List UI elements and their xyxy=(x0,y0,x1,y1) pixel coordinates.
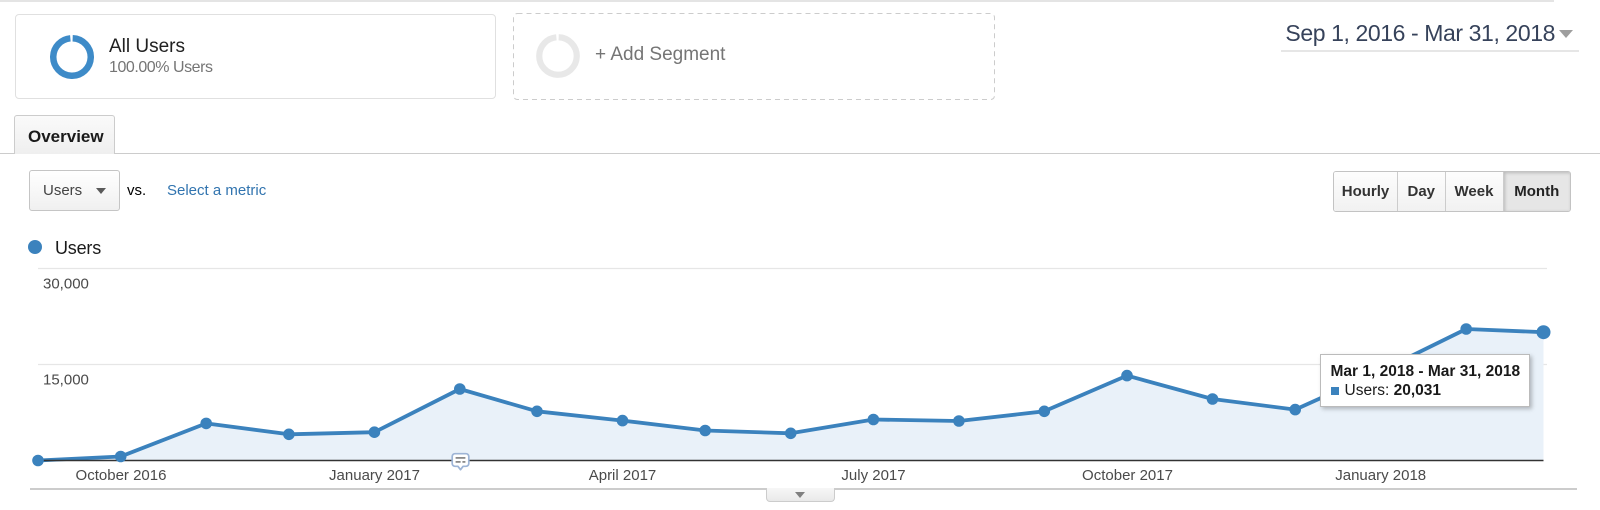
svg-text:January 2018: January 2018 xyxy=(1335,467,1426,484)
svg-text:April 2017: April 2017 xyxy=(589,467,657,484)
svg-text:January 2017: January 2017 xyxy=(329,467,420,484)
svg-text:30,000: 30,000 xyxy=(43,276,89,293)
svg-text:July 2017: July 2017 xyxy=(841,467,905,484)
svg-text:October 2016: October 2016 xyxy=(76,467,167,484)
svg-text:October 2017: October 2017 xyxy=(1082,467,1173,484)
svg-text:15,000: 15,000 xyxy=(43,372,89,389)
